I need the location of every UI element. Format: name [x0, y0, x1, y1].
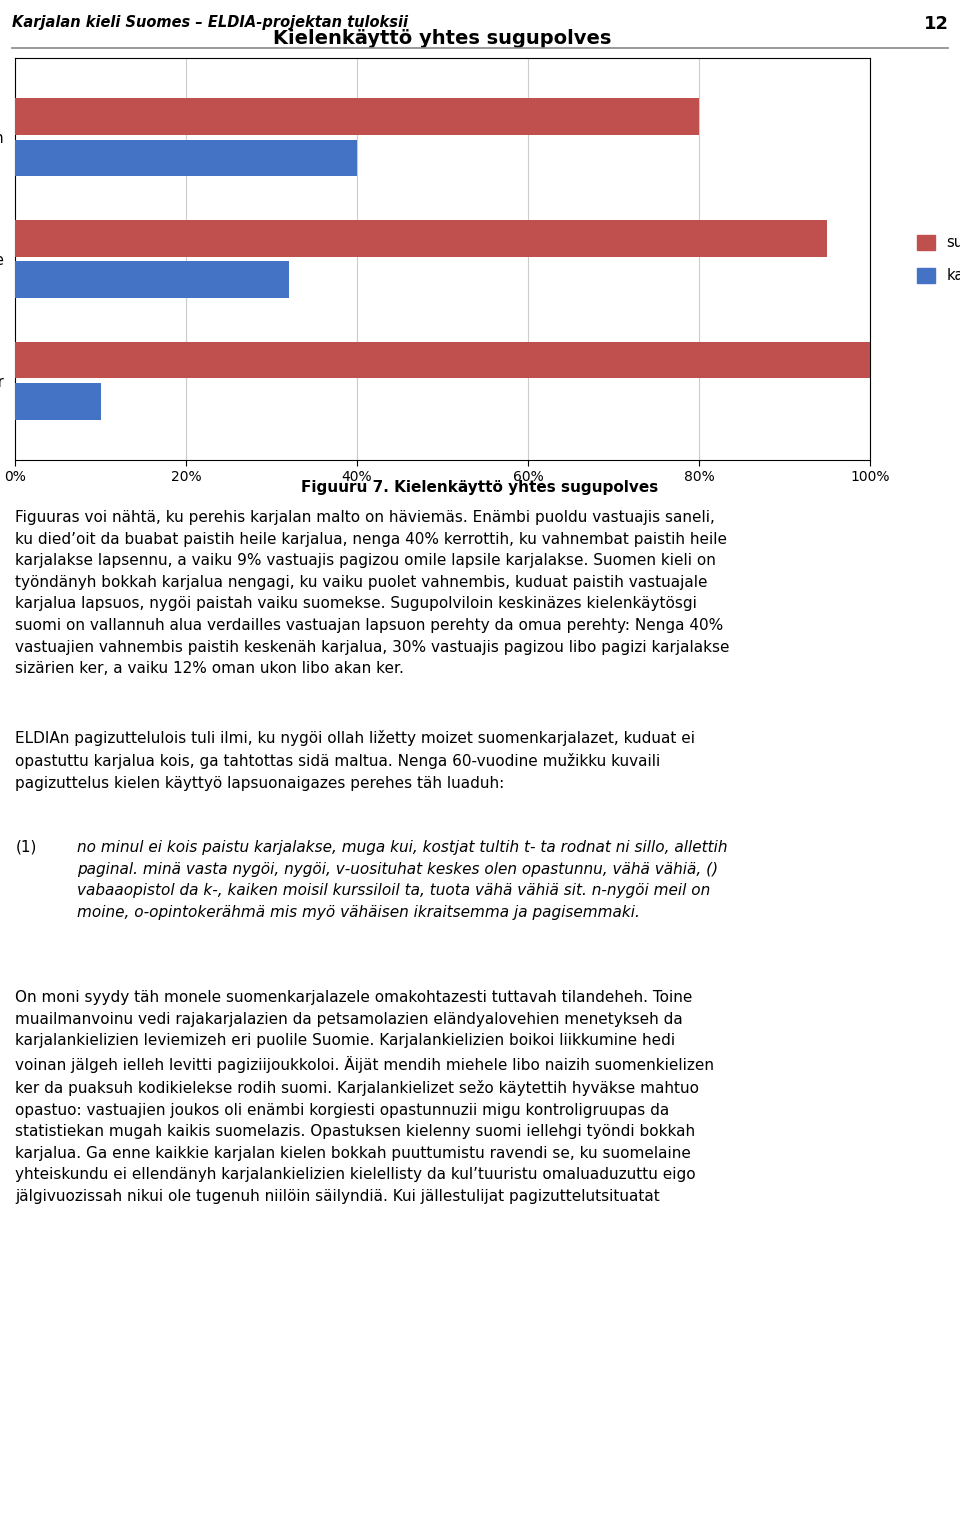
Bar: [15, 139, 357, 176]
Text: no minul ei kois paistu karjalakse, muga kui, kostjat tultih t- ta rodnat ni sil: no minul ei kois paistu karjalakse, muga…: [77, 840, 728, 919]
Bar: [15, 342, 870, 378]
Bar: [15, 221, 828, 256]
Text: 12: 12: [924, 15, 948, 34]
Title: Kielenkäyttö yhtes sugupolves: Kielenkäyttö yhtes sugupolves: [274, 29, 612, 47]
Text: ELDIAn pagizuttelulois tuli ilmi, ku nygöi ollah ližetty moizet suomenkarjalazet: ELDIAn pagizuttelulois tuli ilmi, ku nyg…: [15, 731, 695, 791]
Bar: [15, 262, 289, 299]
Bar: [15, 98, 699, 135]
Bar: [15, 383, 101, 420]
Text: Figuuru 7. Kielenkäyttö yhtes sugupolves: Figuuru 7. Kielenkäyttö yhtes sugupolves: [301, 480, 659, 495]
Text: (1): (1): [15, 840, 36, 855]
Text: Figuuras voi nähtä, ku perehis karjalan malto on häviemäs. Enämbi puoldu vastuaj: Figuuras voi nähtä, ku perehis karjalan …: [15, 510, 730, 676]
Text: On moni syydy täh monele suomenkarjalazele omakohtazesti tuttavah tilandeheh. To: On moni syydy täh monele suomenkarjalaze…: [15, 990, 714, 1204]
Text: Karjalan kieli Suomes – ELDIA-projektan tuloksii: Karjalan kieli Suomes – ELDIA-projektan …: [12, 15, 407, 31]
Legend: suomi, karjal: suomi, karjal: [911, 228, 960, 290]
